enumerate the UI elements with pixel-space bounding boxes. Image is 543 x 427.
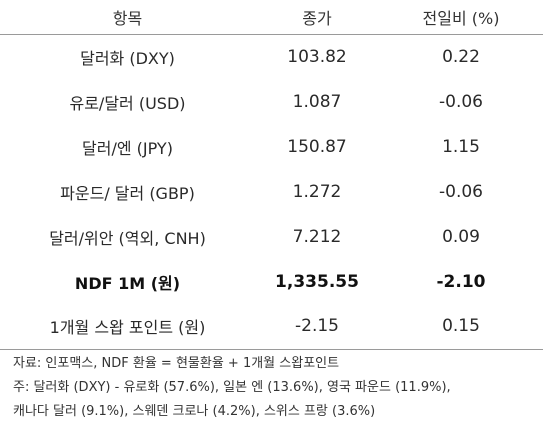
table-row: 1개월 스왑 포인트 (원) -2.15 0.15 [0,304,543,349]
cell-name: 달러/엔 (JPY) [82,138,173,158]
table-row: 달러/엔 (JPY) 150.87 1.15 [0,124,543,169]
cell-name: 달러/위안 (역외, CNH) [49,228,206,248]
cell-close: 103.82 [287,46,347,67]
table-row: 달러/위안 (역외, CNH) 7.212 0.09 [0,214,543,259]
table-row: 달러화 (DXY) 103.82 0.22 [0,34,543,79]
table-row: 유로/달러 (USD) 1.087 -0.06 [0,79,543,124]
cell-change: 0.09 [442,226,480,247]
table-notes: 자료: 인포맥스, NDF 환율 = 현물환율 + 1개월 스왑포인트 주: 달… [13,352,541,424]
cell-name: NDF 1M (원) [74,273,181,293]
table-header-row: 항목 종가 전일비 (%) [0,0,543,34]
table-row: NDF 1M (원) 1,335.55 -2.10 [0,259,543,304]
cell-change: 1.15 [442,136,480,157]
cell-name: 유로/달러 (USD) [69,93,186,113]
cell-close: 7.212 [292,226,342,247]
cell-close: 1.087 [292,91,342,112]
cell-change: -2.10 [436,271,486,292]
header-item: 항목 [112,8,143,28]
fx-table: 항목 종가 전일비 (%) 달러화 (DXY) 103.82 0.22 유로/달러 (… [0,0,543,349]
weight-note-line-1: 주: 달러화 (DXY) - 유로화 (57.6%), 일본 엔 (13.6%)… [13,380,451,395]
cell-name: 파운드/ 달러 (GBP) [60,183,195,203]
cell-close: 150.87 [287,136,347,157]
cell-change: -0.06 [439,181,483,202]
cell-change: 0.22 [442,46,480,67]
cell-close: -2.15 [295,316,339,337]
cell-name: 1개월 스왑 포인트 (원) [49,318,206,338]
header-close: 종가 [302,8,332,28]
cell-close: 1.272 [292,181,342,202]
cell-change: 0.15 [442,316,480,337]
header-change: 전일비 (%) [422,8,500,28]
cell-change: -0.06 [439,91,483,112]
cell-close: 1,335.55 [275,271,359,292]
table-row: 파운드/ 달러 (GBP) 1.272 -0.06 [0,169,543,214]
weight-note-line-2: 캐나다 달러 (9.1%), 스웨덴 크로나 (4.2%), 스위스 프랑 (3… [13,404,376,419]
cell-name: 달러화 (DXY) [80,48,175,68]
source-note: 자료: 인포맥스, NDF 환율 = 현물환율 + 1개월 스왑포인트 [13,356,340,371]
